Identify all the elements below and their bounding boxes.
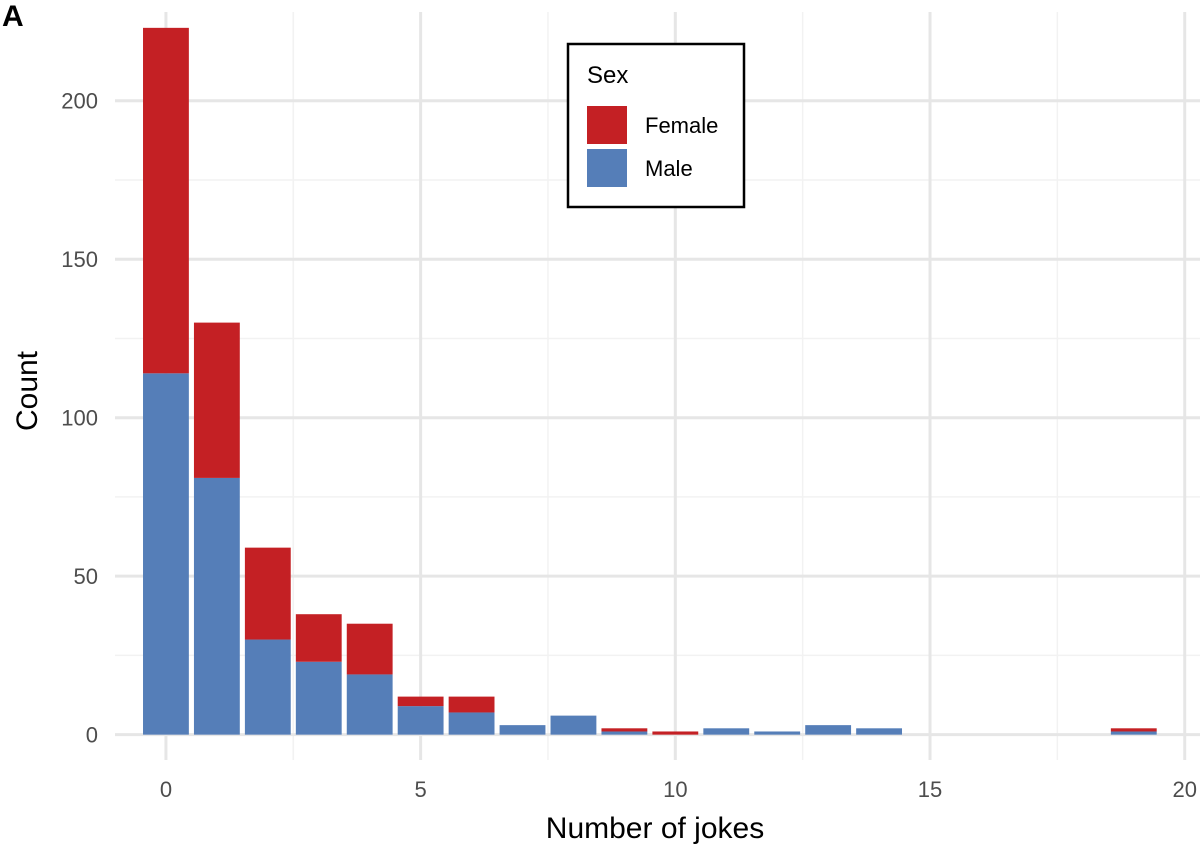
x-tick-label: 5 <box>415 777 427 802</box>
x-tick-label: 15 <box>918 777 942 802</box>
bar-male-2 <box>244 639 291 735</box>
y-tick-label: 100 <box>61 406 98 431</box>
bar-male-1 <box>193 477 240 735</box>
bar-female-6 <box>448 696 495 713</box>
x-axis-title: Number of jokes <box>546 812 764 845</box>
bar-male-4 <box>346 674 393 735</box>
legend-label-female: Female <box>645 113 718 138</box>
legend-label-male: Male <box>645 156 693 181</box>
bar-male-14 <box>856 728 903 735</box>
bar-male-5 <box>397 706 444 735</box>
bar-female-19 <box>1110 728 1157 732</box>
y-tick-label: 50 <box>74 564 98 589</box>
legend-title: Sex <box>587 62 628 89</box>
bars <box>143 27 1157 735</box>
bar-female-4 <box>346 623 393 675</box>
bar-female-10 <box>652 731 699 735</box>
y-tick-label: 0 <box>86 723 98 748</box>
legend-swatch-male <box>587 149 627 187</box>
bar-female-3 <box>295 614 342 662</box>
legend: Sex Female Male <box>566 42 746 209</box>
legend-swatch-female <box>587 106 627 144</box>
y-tick-label: 200 <box>61 89 98 114</box>
bar-female-9 <box>601 728 648 732</box>
panel-label: A <box>2 0 24 33</box>
x-tick-label: 10 <box>663 777 687 802</box>
y-tick-label: 150 <box>61 247 98 272</box>
bar-male-6 <box>448 712 495 735</box>
bar-female-2 <box>244 547 291 640</box>
bar-male-12 <box>754 731 801 735</box>
bar-male-13 <box>805 725 852 735</box>
bar-male-0 <box>143 373 189 735</box>
bar-male-9 <box>601 731 648 735</box>
bar-female-1 <box>193 322 240 478</box>
x-axis-ticks: 0 5 10 15 20 <box>160 777 1197 802</box>
bar-female-5 <box>397 696 444 707</box>
x-tick-label: 20 <box>1172 777 1196 802</box>
bar-female-0 <box>143 27 189 374</box>
bar-male-3 <box>295 661 342 735</box>
bar-male-7 <box>499 725 546 735</box>
y-axis-title: Count <box>11 350 44 431</box>
bar-male-8 <box>550 715 597 735</box>
x-tick-label: 0 <box>160 777 172 802</box>
bar-male-11 <box>703 728 750 735</box>
y-axis-ticks: 0 50 100 150 200 <box>61 89 98 748</box>
bar-male-19 <box>1110 731 1157 735</box>
